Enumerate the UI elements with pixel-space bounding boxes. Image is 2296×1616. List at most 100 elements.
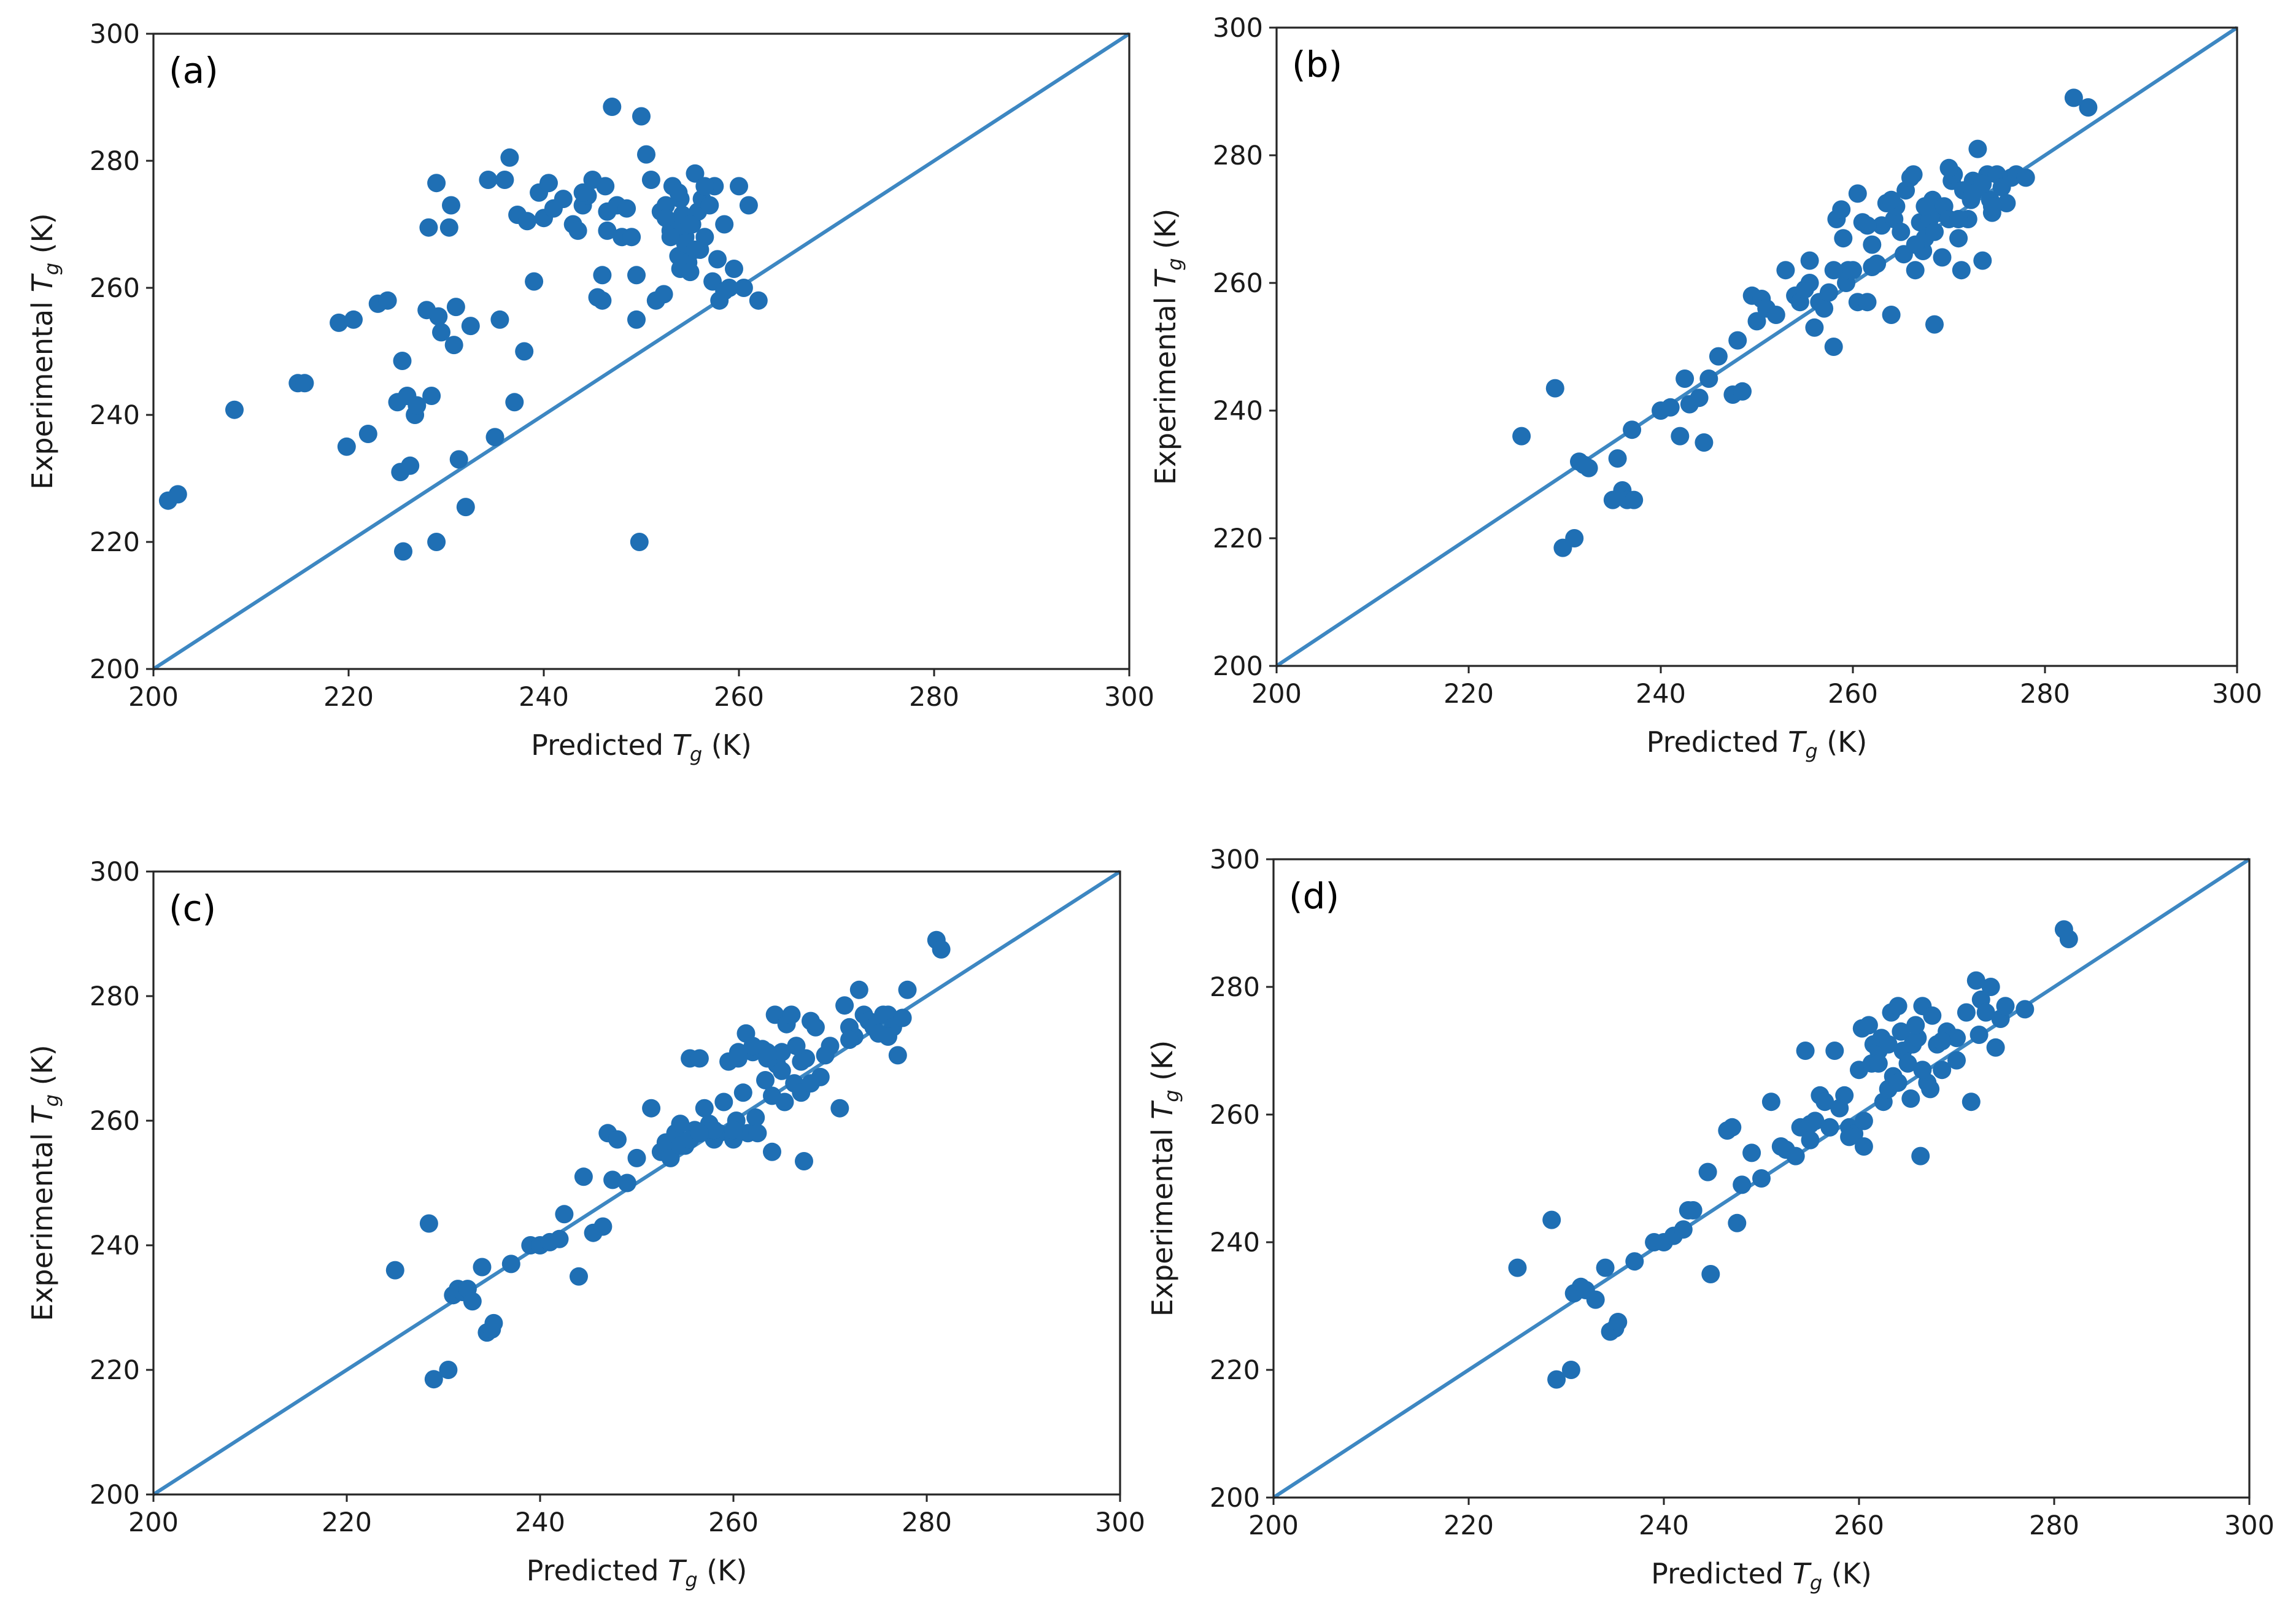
data-point [444, 336, 463, 355]
data-point [715, 215, 734, 234]
y-tick-label: 260 [1210, 1100, 1260, 1131]
x-axis-label: Predicted Tg (K) [1651, 1557, 1872, 1595]
data-point [1906, 261, 1925, 280]
data-point [782, 1005, 801, 1024]
data-point [1579, 458, 1598, 477]
data-point [432, 323, 450, 342]
data-point [1832, 200, 1851, 219]
data-point [1888, 1073, 1908, 1092]
data-point [1949, 229, 1968, 248]
data-point [1982, 197, 2001, 216]
panel-label: (d) [1289, 875, 1339, 917]
data-point [570, 1267, 588, 1286]
data-point [748, 1124, 767, 1143]
data-point [1683, 1201, 1703, 1220]
data-point [1820, 1118, 1839, 1137]
data-point [1906, 1016, 1925, 1035]
data-point [385, 1261, 404, 1280]
data-point [681, 263, 700, 282]
y-tick-label: 240 [1210, 1227, 1260, 1258]
data-point [661, 1148, 680, 1167]
plot-frame [1272, 858, 2251, 1499]
data-point [484, 1313, 503, 1332]
data-point [603, 98, 622, 116]
y-tick-label: 260 [90, 1106, 140, 1137]
y-tick-label: 260 [1213, 268, 1263, 299]
data-point [401, 456, 420, 475]
data-point [879, 1027, 897, 1046]
data-point [661, 228, 680, 247]
data-point [1676, 369, 1695, 388]
data-point [608, 1130, 627, 1149]
x-tick-label: 280 [2029, 1510, 2079, 1541]
data-point [1586, 1290, 1605, 1309]
x-tick-label: 260 [708, 1507, 759, 1538]
data-point [739, 196, 758, 215]
data-point [1949, 210, 1968, 228]
data-point [1947, 1051, 1966, 1070]
data-point [733, 1083, 752, 1102]
data-point [1901, 1089, 1920, 1108]
data-point [1906, 235, 1925, 254]
data-point [705, 1121, 724, 1140]
data-point [1986, 1038, 2005, 1057]
data-point [787, 1037, 806, 1056]
data-point [501, 1255, 520, 1274]
data-point [1512, 427, 1531, 446]
data-point [2064, 88, 2083, 107]
data-point [1957, 1003, 1976, 1022]
data-point [708, 250, 727, 269]
data-point [1933, 1061, 1952, 1080]
data-point [1776, 261, 1795, 280]
data-point [1625, 490, 1644, 509]
y-tick-label: 220 [1210, 1355, 1260, 1386]
x-tick-label: 300 [2212, 679, 2262, 709]
data-point [1565, 529, 1584, 547]
data-point [539, 174, 558, 193]
data-point [330, 313, 349, 332]
data-point [1728, 1213, 1747, 1232]
data-point [1921, 1080, 1940, 1099]
data-point [637, 145, 655, 164]
data-point [1766, 306, 1785, 324]
data-point [1671, 427, 1690, 446]
data-point [888, 1046, 907, 1065]
data-point [730, 177, 748, 196]
data-point [596, 177, 615, 196]
y-tick-label: 220 [90, 1355, 140, 1386]
data-point [422, 387, 441, 405]
data-point [1800, 251, 1819, 270]
data-point [515, 342, 534, 361]
data-point [1761, 1092, 1780, 1111]
data-point [627, 266, 646, 285]
data-point [725, 260, 743, 278]
data-point [743, 1037, 762, 1056]
data-point [1815, 299, 1834, 318]
data-point [772, 1061, 791, 1080]
data-point [394, 542, 412, 561]
plot-frame [152, 33, 1131, 670]
data-point [1609, 1313, 1628, 1331]
data-point [932, 940, 951, 959]
y-tick-label: 200 [1213, 651, 1263, 682]
data-point [1913, 1061, 1932, 1080]
scatter-panel-d: 200 220 240 260 280 300 200 220 240 260 280 300 Pred… [1146, 845, 2275, 1595]
data-point [593, 291, 612, 310]
data-point [485, 428, 504, 447]
data-point [593, 266, 612, 285]
data-point [1863, 235, 1882, 254]
scatter-panel-c: 200 220 240 260 280 300 200 220 240 260 280 300 Pred… [26, 857, 1145, 1591]
data-point [525, 272, 544, 291]
data-point [724, 1121, 743, 1140]
data-point [1969, 1026, 1989, 1044]
data-point [1796, 1042, 1815, 1060]
data-point [641, 171, 660, 189]
data-point [1923, 1006, 1942, 1025]
data-point [555, 1205, 574, 1224]
data-point [439, 1361, 458, 1379]
data-point [393, 352, 412, 370]
data-point [729, 1043, 748, 1062]
data-point [630, 533, 649, 551]
data-point [746, 1108, 765, 1127]
data-point [603, 1170, 622, 1189]
